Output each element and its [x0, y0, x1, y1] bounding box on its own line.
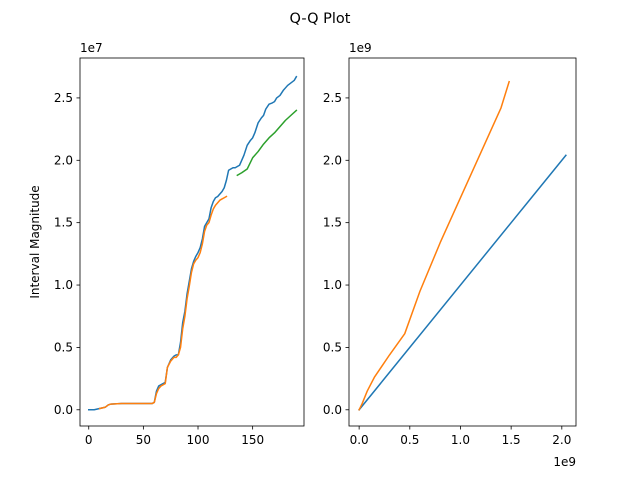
x-tick-label: 0.0 [350, 433, 369, 447]
y-axis-label: Interval Magnitude [28, 185, 42, 298]
figure-title: Q-Q Plot [290, 11, 351, 27]
axes-frame [79, 57, 305, 427]
x-tick-label: 1.5 [502, 433, 521, 447]
x-tick-label: 150 [241, 433, 264, 447]
left-chart: 0 50 100 150 0.0 0.5 1.0 1.5 2.0 2.5 1e7 Interval M… [28, 41, 305, 447]
axes-frame [348, 57, 577, 427]
y-tick-label: 0.0 [54, 403, 73, 417]
series-line-blue [358, 154, 567, 411]
x-tick-label: 2.0 [552, 433, 571, 447]
y-offset-label: 1e9 [349, 41, 372, 55]
x-tick-label: 50 [136, 433, 151, 447]
y-tick-label: 0.5 [54, 340, 73, 354]
y-tick-label: 2.5 [323, 91, 342, 105]
right-chart: 0.0 0.5 1.0 1.5 2.0 0.0 0.5 1.0 1.5 2.0 2.5 1e9 1e9 [323, 41, 577, 469]
y-tick-label: 0.0 [323, 403, 342, 417]
x-tick-label: 0 [85, 433, 93, 447]
series-line-blue [87, 75, 298, 411]
x-offset-label: 1e9 [553, 455, 576, 469]
series-line-orange [358, 80, 511, 411]
y-tick-label: 2.0 [54, 153, 73, 167]
y-tick-label: 0.5 [323, 340, 342, 354]
series-line-green [236, 109, 298, 177]
y-tick-label: 1.5 [323, 216, 342, 230]
y-tick-label: 2.0 [323, 153, 342, 167]
x-tick-label: 100 [187, 433, 210, 447]
x-tick-label: 0.5 [400, 433, 419, 447]
series-line-orange [98, 195, 228, 410]
x-tick-label: 1.0 [451, 433, 470, 447]
y-tick-label: 1.0 [323, 278, 342, 292]
y-tick-label: 1.0 [54, 278, 73, 292]
y-tick-label: 1.5 [54, 216, 73, 230]
y-offset-label: 1e7 [80, 41, 103, 55]
y-tick-label: 2.5 [54, 91, 73, 105]
